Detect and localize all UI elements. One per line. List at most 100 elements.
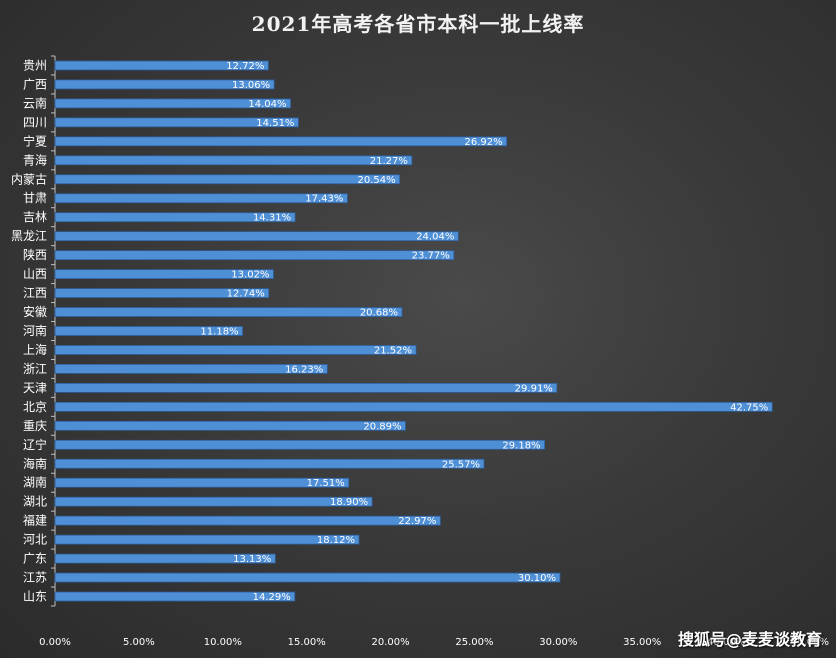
- y-tick-label: 内蒙古: [11, 171, 47, 186]
- y-tick-label: 江苏: [23, 571, 47, 585]
- x-tick-label: 0.00%: [39, 637, 71, 648]
- y-tick-label: 河北: [23, 533, 47, 547]
- y-tick-label: 甘肃: [23, 191, 47, 205]
- data-label: 14.51%: [256, 118, 294, 129]
- bar: [54, 136, 508, 147]
- bar: [54, 60, 269, 71]
- data-label: 17.43%: [305, 194, 343, 205]
- y-tick-label: 广西: [23, 77, 47, 91]
- data-label: 14.31%: [253, 213, 291, 224]
- data-label: 21.52%: [374, 345, 412, 356]
- y-tick-label: 北京: [23, 400, 47, 414]
- data-label: 20.89%: [363, 421, 401, 432]
- data-label: 21.27%: [370, 156, 408, 167]
- y-tick-label: 安徽: [23, 304, 47, 319]
- data-label: 25.57%: [442, 459, 480, 470]
- bar: [54, 288, 270, 298]
- data-label: 14.04%: [248, 99, 286, 110]
- bar: [54, 231, 459, 242]
- bar: [54, 420, 406, 431]
- y-tick-label: 海南: [23, 456, 47, 471]
- bar: [54, 439, 545, 450]
- bar: [54, 534, 360, 545]
- data-label: 16.23%: [285, 364, 323, 375]
- bar: [54, 382, 558, 393]
- bar: [54, 155, 413, 166]
- data-label: 20.54%: [357, 175, 395, 186]
- y-tick-label: 河南: [23, 323, 47, 338]
- bar: [54, 591, 296, 602]
- x-tick-label: 45.00%: [791, 637, 829, 648]
- data-label: 29.18%: [502, 440, 540, 451]
- bar: [54, 572, 561, 583]
- chart-title: 2021年高考各省市本科一批上线率: [251, 12, 585, 36]
- y-tick-label: 吉林: [23, 210, 47, 224]
- y-tick-label: 福建: [23, 513, 47, 528]
- bar: [54, 193, 348, 204]
- data-label: 24.04%: [416, 232, 454, 243]
- y-tick-label: 山东: [23, 590, 47, 604]
- x-tick-label: 5.00%: [123, 637, 155, 648]
- x-tick-label: 10.00%: [204, 637, 242, 648]
- x-tick-label: 25.00%: [455, 637, 493, 648]
- bar: [54, 174, 401, 185]
- data-label: 18.12%: [317, 535, 355, 546]
- data-label: 23.77%: [412, 251, 450, 262]
- y-tick-label: 湖北: [23, 494, 47, 509]
- x-tick-label: 15.00%: [288, 637, 326, 648]
- y-tick-label: 黑龙江: [11, 229, 47, 243]
- watermark: 搜狐号@麦麦谈教育: [677, 630, 822, 649]
- bar: [54, 307, 403, 317]
- x-tick-label: 35.00%: [623, 637, 661, 648]
- data-label: 11.18%: [200, 327, 238, 338]
- data-label: 42.75%: [730, 402, 768, 413]
- bar: [54, 326, 243, 336]
- bar: [54, 250, 455, 261]
- y-tick-label: 陕西: [23, 247, 47, 262]
- data-label: 29.91%: [515, 383, 553, 394]
- bar: [54, 117, 299, 128]
- x-tick-label: 40.00%: [707, 637, 745, 648]
- x-tick-label: 30.00%: [539, 637, 577, 648]
- y-tick-label: 青海: [23, 152, 47, 167]
- y-tick-label: 江西: [23, 286, 47, 300]
- y-tick-label: 辽宁: [23, 437, 47, 452]
- data-label: 20.68%: [360, 308, 398, 319]
- data-label: 22.97%: [398, 516, 436, 527]
- data-label: 18.90%: [330, 497, 368, 508]
- data-label: 14.29%: [253, 592, 291, 603]
- data-label: 26.92%: [465, 137, 503, 148]
- data-label: 13.02%: [231, 270, 269, 281]
- bar: [54, 98, 291, 109]
- data-label: 17.51%: [307, 478, 345, 489]
- bar: [54, 553, 276, 564]
- data-label: 13.06%: [232, 80, 270, 91]
- bar: [54, 477, 350, 488]
- y-tick-label: 浙江: [23, 362, 47, 376]
- y-tick-label: 四川: [23, 115, 47, 129]
- data-label: 13.13%: [233, 554, 271, 565]
- bar: [54, 212, 296, 223]
- data-label: 12.72%: [226, 61, 264, 72]
- y-tick-label: 湖南: [23, 475, 47, 490]
- bar: [54, 79, 275, 90]
- y-tick-label: 贵州: [23, 58, 47, 72]
- y-tick-label: 宁夏: [23, 133, 47, 148]
- data-label: 12.74%: [227, 289, 265, 300]
- bar: [54, 515, 441, 526]
- bar: [54, 458, 485, 469]
- y-tick-label: 重庆: [23, 419, 47, 433]
- bar: [54, 269, 274, 280]
- y-tick-label: 天津: [23, 381, 47, 395]
- y-tick-label: 山西: [23, 267, 47, 281]
- y-tick-label: 上海: [23, 342, 47, 357]
- bar: [54, 496, 373, 507]
- data-label: 30.10%: [518, 573, 556, 584]
- bar: [54, 345, 417, 355]
- y-tick-label: 广东: [23, 552, 47, 566]
- x-tick-label: 20.00%: [371, 637, 409, 648]
- bar: [54, 401, 773, 412]
- bar: [54, 364, 328, 374]
- y-tick-label: 云南: [23, 95, 47, 110]
